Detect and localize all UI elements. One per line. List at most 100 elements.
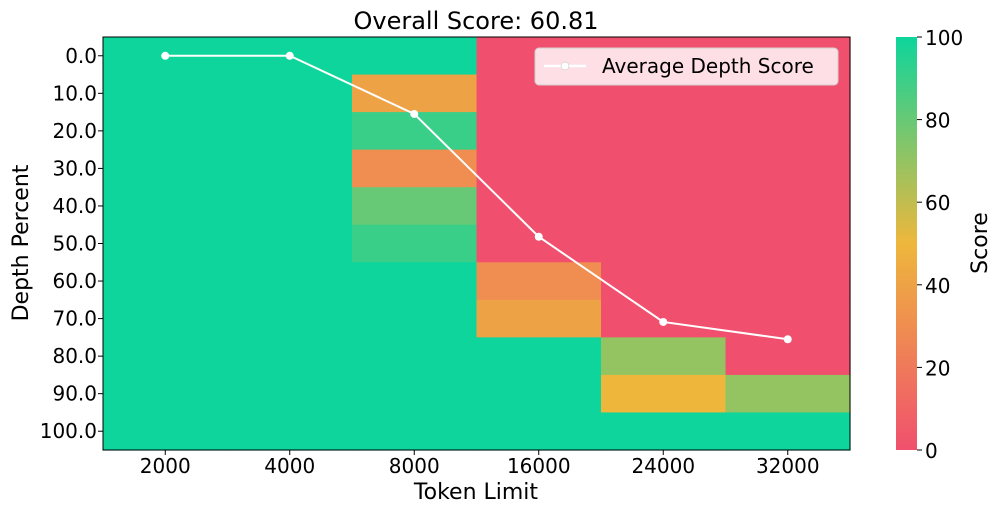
heatmap-cell	[227, 412, 353, 451]
heatmap-cell	[227, 112, 353, 151]
heatmap-cell	[725, 374, 851, 414]
heatmap-cell	[725, 262, 851, 301]
heatmap-cell	[476, 262, 602, 301]
heatmap-cell	[476, 299, 602, 338]
heatmap-cell	[725, 112, 851, 151]
colorbar-label: Score	[968, 212, 993, 274]
colorbar-tick-label: 60	[925, 191, 950, 215]
heatmap-cell	[601, 374, 727, 414]
heatmap-cell	[352, 262, 478, 301]
legend: Average Depth Score	[534, 47, 839, 86]
heatmap-cell	[601, 224, 727, 263]
heatmap-cell	[103, 262, 229, 301]
heatmap-cell	[227, 149, 353, 188]
y-tick-label: 90.0	[52, 382, 97, 406]
x-tick-label: 2000	[140, 454, 191, 478]
chart-title: Overall Score: 60.81	[353, 7, 598, 35]
heatmap-cell	[725, 412, 851, 451]
heatmap-cells	[103, 37, 851, 451]
heatmap-cell	[476, 112, 602, 151]
colorbar-tick-label: 0	[925, 439, 938, 463]
average-depth-score-series	[161, 51, 792, 344]
heatmap-cell	[476, 337, 602, 376]
heatmap-cell	[725, 299, 851, 338]
heatmap-cell	[352, 299, 478, 338]
heatmap-cell	[476, 374, 602, 414]
heatmap-cell	[103, 224, 229, 263]
average-depth-score-point	[659, 317, 668, 326]
y-tick-label: 80.0	[52, 344, 97, 368]
heatmap-cell	[601, 187, 727, 226]
average-depth-score-point	[410, 109, 419, 118]
heatmap-cell	[227, 299, 353, 338]
heatmap-cell	[352, 337, 478, 376]
legend-box	[534, 47, 839, 86]
heatmap-cell	[601, 262, 727, 301]
colorbar	[896, 37, 917, 450]
heatmap-cell	[725, 187, 851, 226]
heatmap-cell	[352, 187, 478, 226]
heatmap-cell	[352, 374, 478, 414]
heatmap-cell	[103, 112, 229, 151]
colorbar-tick-label: 100	[925, 26, 963, 50]
legend-marker-swatch	[560, 61, 570, 71]
average-depth-score-point	[161, 51, 170, 60]
y-tick-label: 40.0	[52, 194, 97, 218]
x-tick-label: 4000	[264, 454, 315, 478]
average-depth-score-point	[285, 51, 294, 60]
heatmap-cell	[476, 149, 602, 188]
heatmap-cell	[227, 74, 353, 113]
heatmap-cell	[227, 374, 353, 414]
heatmap-cell	[601, 412, 727, 451]
heatmap-cell	[601, 149, 727, 188]
x-tick-label: 16000	[507, 454, 571, 478]
heatmap-cell	[601, 337, 727, 376]
colorbar-tick-label: 80	[925, 109, 950, 133]
heatmap-cell	[103, 299, 229, 338]
heatmap-cell	[352, 412, 478, 451]
y-tick-label: 20.0	[52, 119, 97, 143]
y-tick-label: 60.0	[52, 269, 97, 293]
heatmap-cell	[352, 224, 478, 263]
heatmap-cell	[352, 112, 478, 151]
heatmap-cell	[103, 187, 229, 226]
heatmap-cell	[476, 412, 602, 451]
x-axis-label: Token Limit	[413, 480, 539, 505]
heatmap-cell	[725, 149, 851, 188]
x-tick-label: 32000	[756, 454, 820, 478]
heatmap-cell	[476, 224, 602, 263]
heatmap-cell	[725, 224, 851, 263]
heatmap-cell	[103, 337, 229, 376]
y-tick-label: 10.0	[52, 81, 97, 105]
x-axis-ticks: 2000 4000 8000 16000 24000 32000	[140, 450, 820, 478]
y-tick-label: 50.0	[52, 232, 97, 256]
heatmap-cell	[103, 74, 229, 113]
heatmap-cell	[725, 337, 851, 376]
heatmap-cell	[601, 112, 727, 151]
heatmap-cell	[476, 187, 602, 226]
y-axis-label: Depth Percent	[9, 164, 34, 321]
colorbar-ticks: 0 20 40 60 80 100	[917, 26, 963, 463]
colorbar-tick-label: 40	[925, 274, 950, 298]
colorbar-tick-label: 20	[925, 356, 950, 380]
x-tick-label: 8000	[389, 454, 440, 478]
heatmap-cell	[103, 149, 229, 188]
y-axis-ticks: 0.0 10.0 20.0 30.0 40.0 50.0 60.0 70.0 80.0 90.0 1…	[40, 44, 103, 443]
x-tick-label: 24000	[631, 454, 695, 478]
heatmap-cell	[352, 149, 478, 188]
y-tick-label: 0.0	[65, 44, 97, 68]
heatmap-cell	[103, 374, 229, 414]
heatmap-cell	[227, 337, 353, 376]
legend-label: Average Depth Score	[602, 54, 814, 78]
average-depth-score-point	[783, 335, 792, 344]
heatmap-cell	[103, 412, 229, 451]
heatmap-cell	[227, 224, 353, 263]
y-tick-label: 70.0	[52, 307, 97, 331]
heatmap-cell	[227, 187, 353, 226]
y-tick-label: 100.0	[40, 419, 97, 443]
heatmap-cell	[352, 37, 478, 76]
heatmap-cell	[227, 262, 353, 301]
average-depth-score-point	[534, 232, 543, 241]
average-depth-score-line	[165, 54, 788, 341]
